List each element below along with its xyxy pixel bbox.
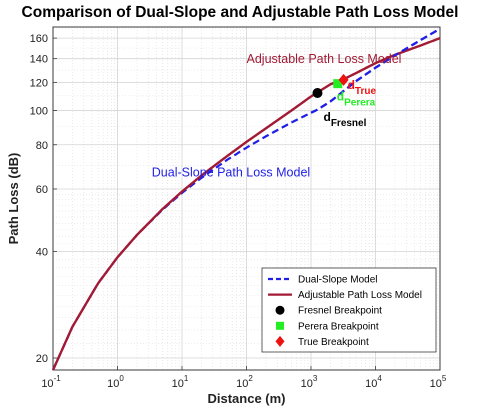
y-tick-label: 140 [30,54,48,66]
legend-entry-fresnel-swatch [275,305,285,315]
ticks: 10-1 100 101 102 103 104 105 20 40 60 80 100 120 140 1… [30,33,447,390]
breakpoint-label-fresnel: dFresnel [323,110,366,129]
x-tick-label: 105 [430,374,447,390]
perera-breakpoint-marker [333,79,343,89]
y-tick-label: 160 [30,33,48,45]
chart-title: Comparison of Dual-Slope and Adjustable … [22,4,459,21]
legend-entry-dual-slope-label: Dual-Slope Model [298,275,378,286]
y-tick-label: 80 [36,140,48,152]
y-tick-label: 100 [30,105,48,117]
y-tick-label: 60 [36,184,48,196]
x-tick-label: 103 [301,374,318,390]
y-tick-label: 40 [36,246,48,258]
annotations: Adjustable Path Loss Model Dual-Slope Pat… [152,52,402,180]
dual-slope-series-line-upper [310,27,441,114]
x-axis-label: Distance (m) [207,391,285,406]
y-tick-label: 20 [36,353,48,365]
x-tick-label: 104 [365,374,382,390]
legend-entry-perera-label: Perera Breakpoint [298,321,379,332]
x-tick-label: 10-1 [41,374,61,390]
legend: Dual-Slope Model Adjustable Path Loss Mod… [261,267,437,353]
breakpoint-label-perera: dPerera [337,90,376,109]
fresnel-breakpoint-marker [312,87,323,98]
legend-entry-fresnel-label: Fresnel Breakpoint [298,306,382,317]
breakpoint-markers [312,73,349,98]
true-breakpoint-marker [338,73,349,86]
x-tick-label: 101 [172,374,189,390]
series-group [51,27,441,371]
x-tick-label: 102 [236,374,253,390]
y-axis-label: Path Loss (dB) [6,153,21,245]
y-tick-label: 120 [30,77,48,89]
legend-box [261,267,437,353]
breakpoint-label-true: dTrue [348,78,377,97]
legend-entry-perera-swatch [276,321,284,330]
x-tick-label: 100 [107,374,124,390]
dual-slope-curve-annotation: Dual-Slope Path Loss Model [152,166,310,180]
legend-entry-adjustable-label: Adjustable Path Loss Model [298,290,422,301]
legend-entry-true-label: True Breakpoint [298,337,369,348]
adjustable-series-line [51,37,441,371]
legend-entry-true-swatch [275,335,285,347]
adjustable-curve-annotation: Adjustable Path Loss Model [247,52,402,66]
